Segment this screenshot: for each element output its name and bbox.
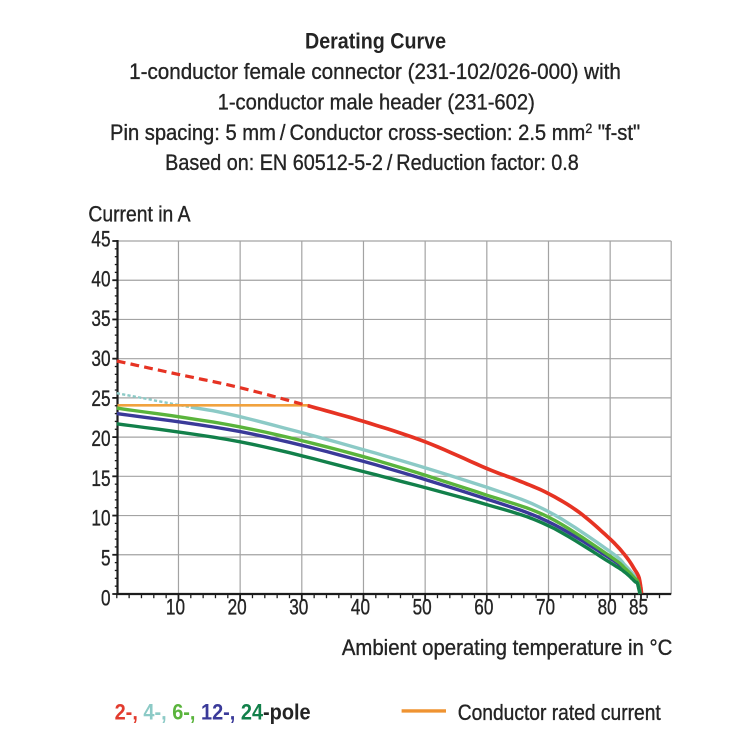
svg-text:20: 20 [91, 427, 110, 452]
svg-text:30: 30 [91, 347, 110, 372]
svg-text:10: 10 [91, 507, 110, 532]
svg-text:35: 35 [91, 307, 110, 332]
svg-text:5: 5 [101, 547, 111, 572]
svg-text:15: 15 [91, 467, 110, 492]
svg-text:Conductor rated current: Conductor rated current [458, 701, 661, 725]
svg-text:Ambient operating temperature: Ambient operating temperature in °C [342, 636, 672, 660]
svg-text:30: 30 [289, 595, 308, 620]
svg-text:20: 20 [228, 595, 247, 620]
svg-text:Current in A: Current in A [88, 202, 190, 226]
svg-text:60: 60 [474, 595, 493, 620]
svg-text:40: 40 [91, 267, 110, 292]
svg-text:1-conductor female connector (: 1-conductor female connector (231-102/02… [129, 59, 621, 84]
svg-text:85: 85 [629, 595, 648, 620]
svg-text:25: 25 [91, 387, 110, 412]
svg-text:45: 45 [91, 227, 110, 252]
svg-text:50: 50 [413, 595, 432, 620]
svg-text:40: 40 [351, 595, 370, 620]
svg-text:Based on: EN 60512-5-2 / Reduc: Based on: EN 60512-5-2 / Reduction facto… [165, 151, 579, 175]
svg-text:Derating Curve: Derating Curve [305, 30, 446, 54]
svg-text:1-conductor male header (231-6: 1-conductor male header (231-602) [218, 91, 535, 115]
svg-text:0: 0 [101, 587, 111, 612]
svg-text:2-, 4-, 6-, 12-, 24-pole: 2-, 4-, 6-, 12-, 24-pole [115, 701, 311, 725]
svg-text:10: 10 [166, 595, 185, 620]
svg-text:Pin spacing: 5 mm / Conductor: Pin spacing: 5 mm / Conductor cross-sect… [110, 120, 640, 145]
svg-text:80: 80 [598, 595, 617, 620]
svg-text:70: 70 [536, 595, 555, 620]
